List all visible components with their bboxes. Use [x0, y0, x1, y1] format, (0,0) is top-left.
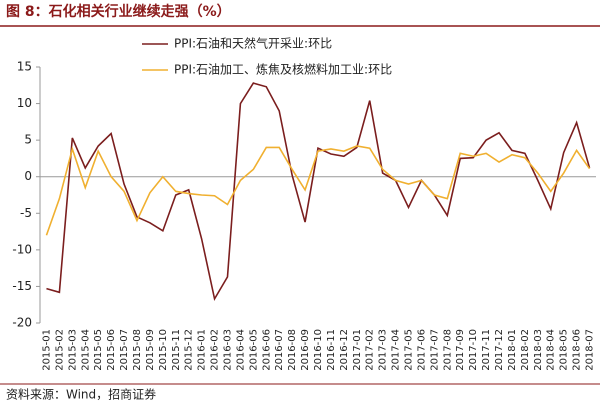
x-tick-label: 2017-02	[365, 329, 376, 371]
x-tick-label: 2017-05	[404, 329, 415, 371]
x-tick-label: 2015-06	[106, 329, 117, 371]
x-tick-label: 2017-08	[442, 329, 453, 371]
x-tick-label: 2017-01	[352, 329, 363, 371]
x-tick-label: 2017-12	[494, 329, 505, 371]
x-tick-label: 2016-12	[339, 329, 350, 371]
x-tick-label: 2017-11	[481, 329, 492, 371]
x-tick-label: 2018-01	[507, 329, 518, 371]
x-tick-label: 2017-09	[455, 329, 466, 371]
series-line	[45, 145, 591, 236]
x-tick-label: 2016-08	[287, 329, 298, 371]
x-tick-label: 2016-02	[210, 329, 221, 371]
x-tick-label: 2016-06	[261, 329, 272, 371]
chart-title: 图 8：石化相关行业继续走强（%）	[6, 3, 231, 20]
y-tick-label: -20	[12, 316, 32, 330]
x-tick-label: 2017-03	[378, 329, 389, 371]
x-tick-label: 2017-06	[416, 329, 427, 371]
x-tick-label: 2017-10	[468, 329, 479, 371]
x-tick-label: 2018-04	[546, 329, 557, 371]
x-tick-label: 2015-07	[119, 329, 130, 371]
x-tick-label: 2018-07	[585, 329, 596, 371]
x-tick-label: 2016-10	[313, 329, 324, 371]
x-tick-label: 2016-11	[326, 329, 337, 371]
x-tick-label: 2016-03	[222, 329, 233, 371]
x-tick-label: 2015-12	[184, 329, 195, 371]
y-tick-label: -5	[20, 206, 32, 220]
x-tick-label: 2015-04	[80, 329, 91, 371]
x-tick-label: 2015-08	[132, 329, 143, 371]
x-tick-label: 2015-03	[67, 329, 78, 371]
y-tick-label: 0	[24, 169, 32, 183]
x-tick-label: 2015-11	[171, 329, 182, 371]
x-tick-label: 2016-09	[300, 329, 311, 371]
x-tick-label: 2018-06	[572, 329, 583, 371]
y-tick-label: 5	[24, 133, 32, 147]
x-tick-label: 2015-09	[145, 329, 156, 371]
y-tick-label: -15	[12, 279, 32, 293]
source: 资料来源：Wind，招商证券	[6, 387, 156, 402]
y-tick-label: 10	[17, 96, 32, 110]
legend-label: PPI:石油和天然气开采业:环比	[174, 36, 332, 51]
x-tick-label: 2018-05	[559, 329, 570, 371]
legend-label: PPI:石油加工、炼焦及核燃料加工业:环比	[174, 62, 392, 77]
x-tick-label: 2016-04	[235, 329, 246, 371]
x-tick-label: 2018-02	[520, 329, 531, 371]
x-tick-label: 2017-07	[429, 329, 440, 371]
x-tick-label: 2016-07	[274, 329, 285, 371]
x-tick-label: 2017-04	[391, 329, 402, 371]
x-tick-label: 2015-10	[158, 329, 169, 371]
x-tick-label: 2016-01	[197, 329, 208, 371]
x-tick-label: 2016-05	[248, 329, 259, 371]
x-tick-label: 2018-03	[533, 329, 544, 371]
x-tick-label: 2015-01	[41, 329, 52, 371]
series-line	[46, 82, 591, 302]
x-tick-label: 2015-05	[93, 329, 104, 371]
y-tick-label: -10	[12, 242, 32, 256]
y-tick-label: 15	[17, 60, 32, 74]
x-tick-label: 2015-02	[54, 329, 65, 371]
